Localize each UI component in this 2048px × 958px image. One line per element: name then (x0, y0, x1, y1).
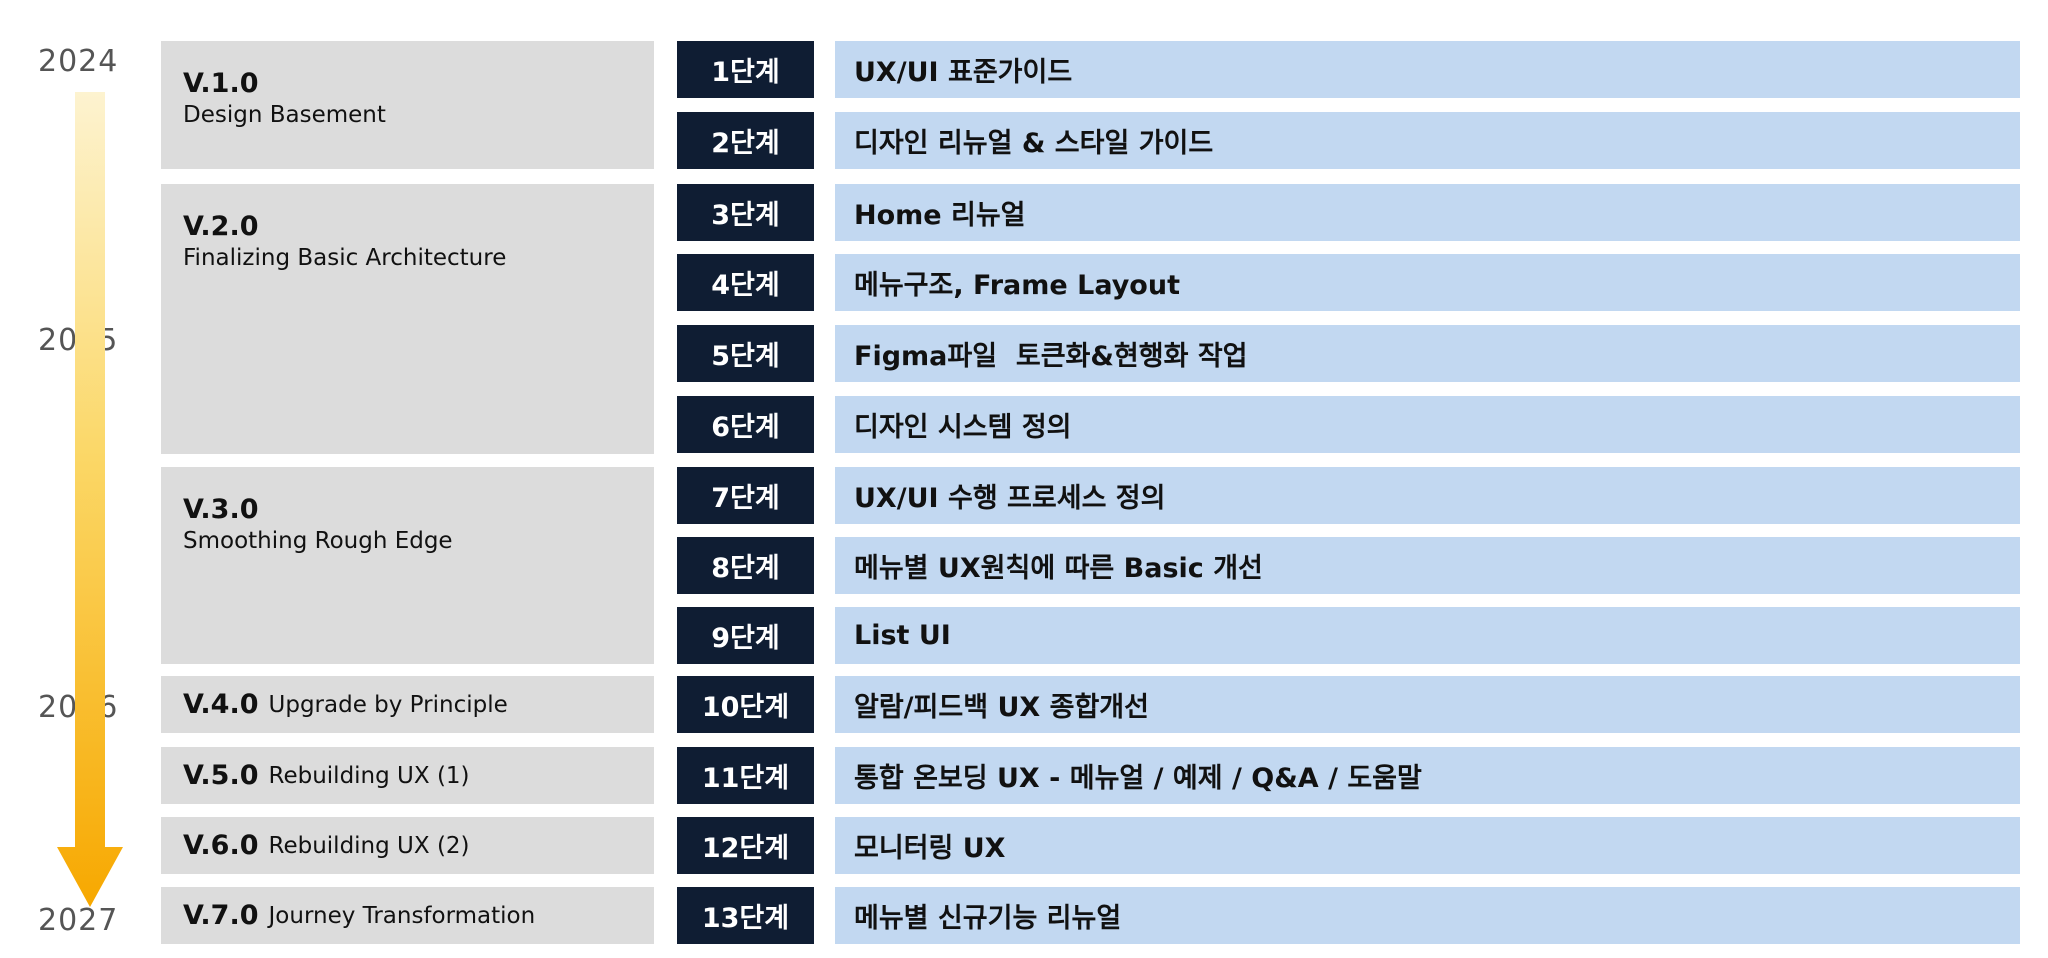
step-title-9: List UI (835, 607, 2020, 664)
version-subtitle: Journey Transformation (268, 902, 536, 929)
version-number: V.6.0 (183, 830, 259, 861)
version-block-7: V.7.0 Journey Transformation (161, 887, 654, 944)
step-label-9: 9단계 (677, 607, 814, 664)
step-label-13: 13단계 (677, 887, 814, 944)
year-2024: 2024 (38, 44, 119, 79)
step-title-10: 알람/피드백 UX 종합개선 (835, 676, 2020, 733)
step-label-8: 8단계 (677, 537, 814, 594)
version-number: V.5.0 (183, 760, 259, 791)
step-label-6: 6단계 (677, 396, 814, 453)
timeline-arrow-icon (57, 92, 123, 907)
version-number: V.3.0 (183, 494, 259, 525)
step-label-12: 12단계 (677, 817, 814, 874)
version-block-1: V.1.0 Design Basement (161, 41, 654, 169)
step-title-1: UX/UI 표준가이드 (835, 41, 2020, 98)
version-block-5: V.5.0 Rebuilding UX (1) (161, 747, 654, 804)
step-title-7: UX/UI 수행 프로세스 정의 (835, 467, 2020, 524)
step-label-11: 11단계 (677, 747, 814, 804)
version-block-3: V.3.0 Smoothing Rough Edge (161, 467, 654, 664)
step-label-3: 3단계 (677, 184, 814, 241)
version-subtitle: Finalizing Basic Architecture (183, 245, 507, 271)
step-label-2: 2단계 (677, 112, 814, 169)
version-subtitle: Rebuilding UX (1) (268, 762, 470, 789)
version-block-4: V.4.0 Upgrade by Principle (161, 676, 654, 733)
version-number: V.1.0 (183, 68, 259, 99)
step-title-5: Figma파일 토큰화&현행화 작업 (835, 325, 2020, 382)
step-title-13: 메뉴별 신규기능 리뉴얼 (835, 887, 2020, 944)
step-label-10: 10단계 (677, 676, 814, 733)
step-title-2: 디자인 리뉴얼 & 스타일 가이드 (835, 112, 2020, 169)
version-block-6: V.6.0 Rebuilding UX (2) (161, 817, 654, 874)
version-block-2: V.2.0 Finalizing Basic Architecture (161, 184, 654, 454)
version-subtitle: Design Basement (183, 102, 386, 128)
version-subtitle: Upgrade by Principle (268, 691, 508, 718)
step-label-4: 4단계 (677, 254, 814, 311)
step-label-5: 5단계 (677, 325, 814, 382)
step-label-7: 7단계 (677, 467, 814, 524)
version-subtitle: Smoothing Rough Edge (183, 528, 453, 554)
version-number: V.7.0 (183, 900, 259, 931)
version-number: V.4.0 (183, 689, 259, 720)
version-number: V.2.0 (183, 211, 259, 242)
step-label-1: 1단계 (677, 41, 814, 98)
year-2027: 2027 (38, 903, 119, 938)
step-title-12: 모니터링 UX (835, 817, 2020, 874)
step-title-6: 디자인 시스템 정의 (835, 396, 2020, 453)
step-title-11: 통합 온보딩 UX - 메뉴얼 / 예제 / Q&A / 도움말 (835, 747, 2020, 804)
step-title-4: 메뉴구조, Frame Layout (835, 254, 2020, 311)
step-title-3: Home 리뉴얼 (835, 184, 2020, 241)
step-title-8: 메뉴별 UX원칙에 따른 Basic 개선 (835, 537, 2020, 594)
version-subtitle: Rebuilding UX (2) (268, 832, 470, 859)
